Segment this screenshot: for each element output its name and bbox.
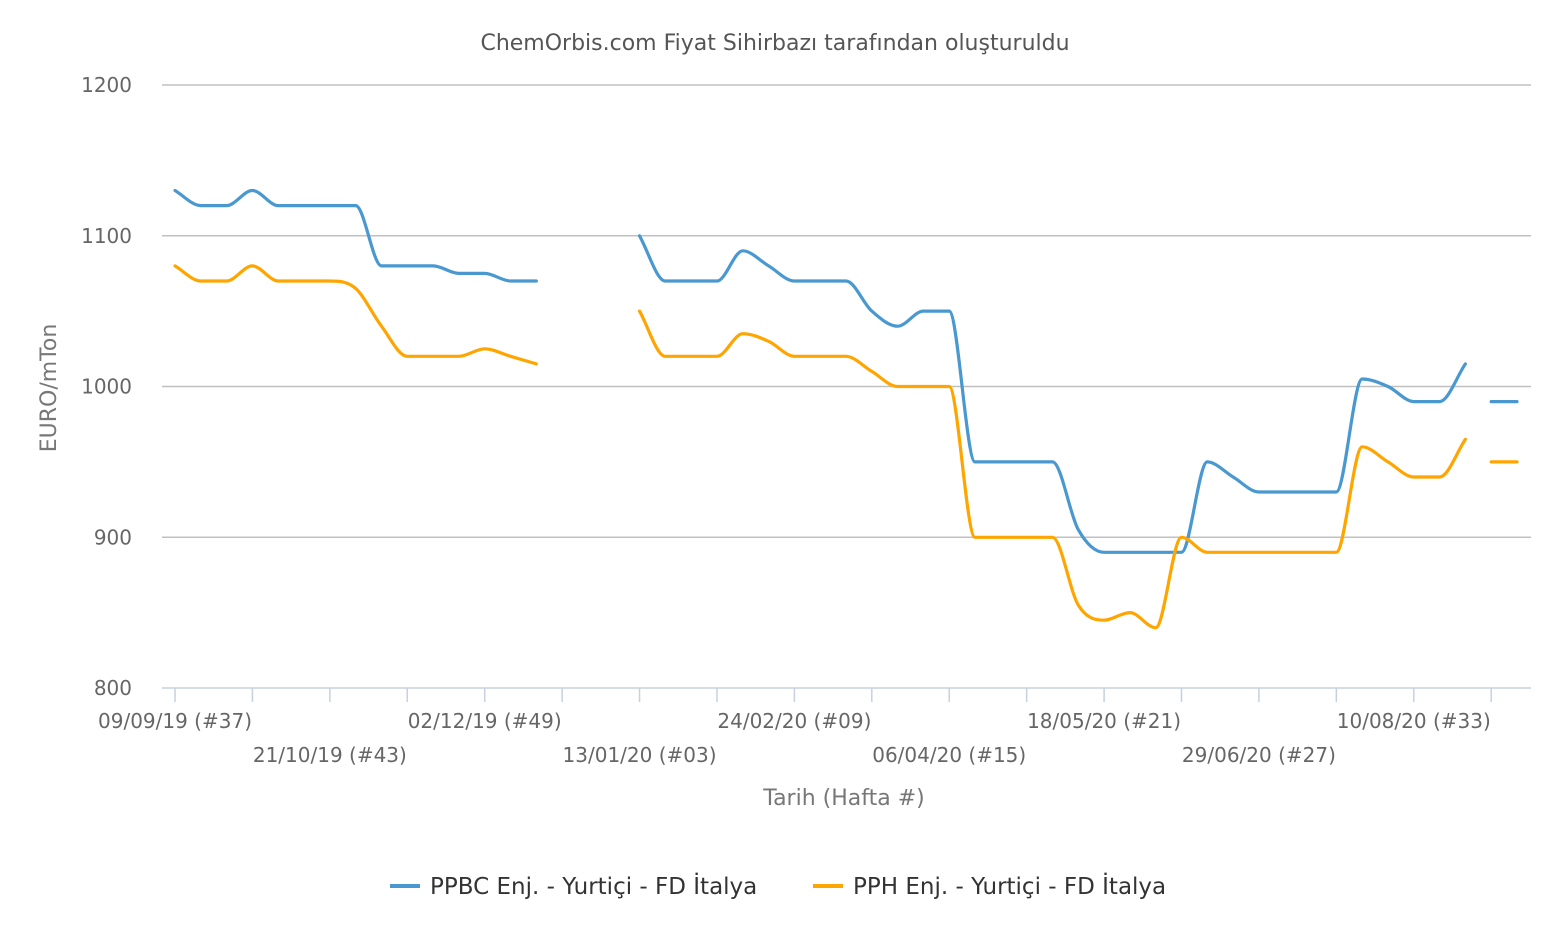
y-tick-label: 900 bbox=[94, 525, 132, 549]
x-tick-label: 10/08/20 (#33) bbox=[1337, 709, 1491, 733]
y-tick-label: 1100 bbox=[81, 224, 132, 248]
x-tick-label: 13/01/20 (#03) bbox=[563, 743, 717, 767]
x-tick-label: 18/05/20 (#21) bbox=[1027, 709, 1181, 733]
y-axis-ticks: 800 900 1000 1100 1200 bbox=[81, 73, 132, 700]
y-tick-label: 800 bbox=[94, 676, 132, 700]
x-tick-label: 06/04/20 (#15) bbox=[872, 743, 1026, 767]
legend[interactable]: PPBC Enj. - Yurtiçi - FD İtalya PPH Enj. … bbox=[390, 872, 1166, 900]
x-tick-label: 02/12/19 (#49) bbox=[408, 709, 562, 733]
legend-label: PPBC Enj. - Yurtiçi - FD İtalya bbox=[430, 872, 757, 900]
x-tick-label: 29/06/20 (#27) bbox=[1182, 743, 1336, 767]
chart-subtitle: ChemOrbis.com Fiyat Sihirbazı tarafından… bbox=[480, 31, 1069, 56]
x-tick-label: 21/10/19 (#43) bbox=[253, 743, 407, 767]
gridlines bbox=[162, 84, 1531, 538]
series-line bbox=[637, 309, 1467, 630]
legend-label: PPH Enj. - Yurtiçi - FD İtalya bbox=[853, 872, 1166, 900]
y-tick-label: 1000 bbox=[81, 375, 132, 399]
series-line bbox=[173, 264, 538, 366]
x-tick-label: 24/02/20 (#09) bbox=[717, 709, 871, 733]
x-axis-ticks: 09/09/19 (#37)21/10/19 (#43)02/12/19 (#4… bbox=[98, 688, 1492, 767]
x-tick-label: 09/09/19 (#37) bbox=[98, 709, 252, 733]
x-axis-title: Tarih (Hafta #) bbox=[762, 786, 924, 811]
series-line bbox=[637, 234, 1467, 554]
legend-item[interactable]: PPBC Enj. - Yurtiçi - FD İtalya bbox=[390, 872, 757, 900]
y-tick-label: 1200 bbox=[81, 73, 132, 97]
legend-item[interactable]: PPH Enj. - Yurtiçi - FD İtalya bbox=[813, 872, 1166, 900]
series-line bbox=[173, 188, 538, 283]
y-axis-title: EURO/mTon bbox=[37, 324, 62, 453]
series-lines bbox=[173, 188, 1519, 630]
